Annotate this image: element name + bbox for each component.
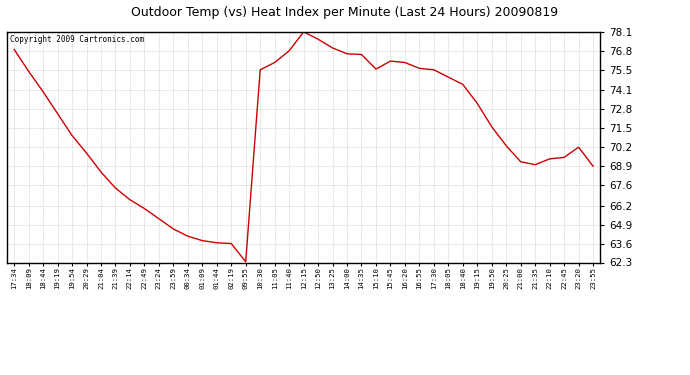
Text: Outdoor Temp (vs) Heat Index per Minute (Last 24 Hours) 20090819: Outdoor Temp (vs) Heat Index per Minute … [131,6,559,19]
Text: Copyright 2009 Cartronics.com: Copyright 2009 Cartronics.com [10,35,144,44]
